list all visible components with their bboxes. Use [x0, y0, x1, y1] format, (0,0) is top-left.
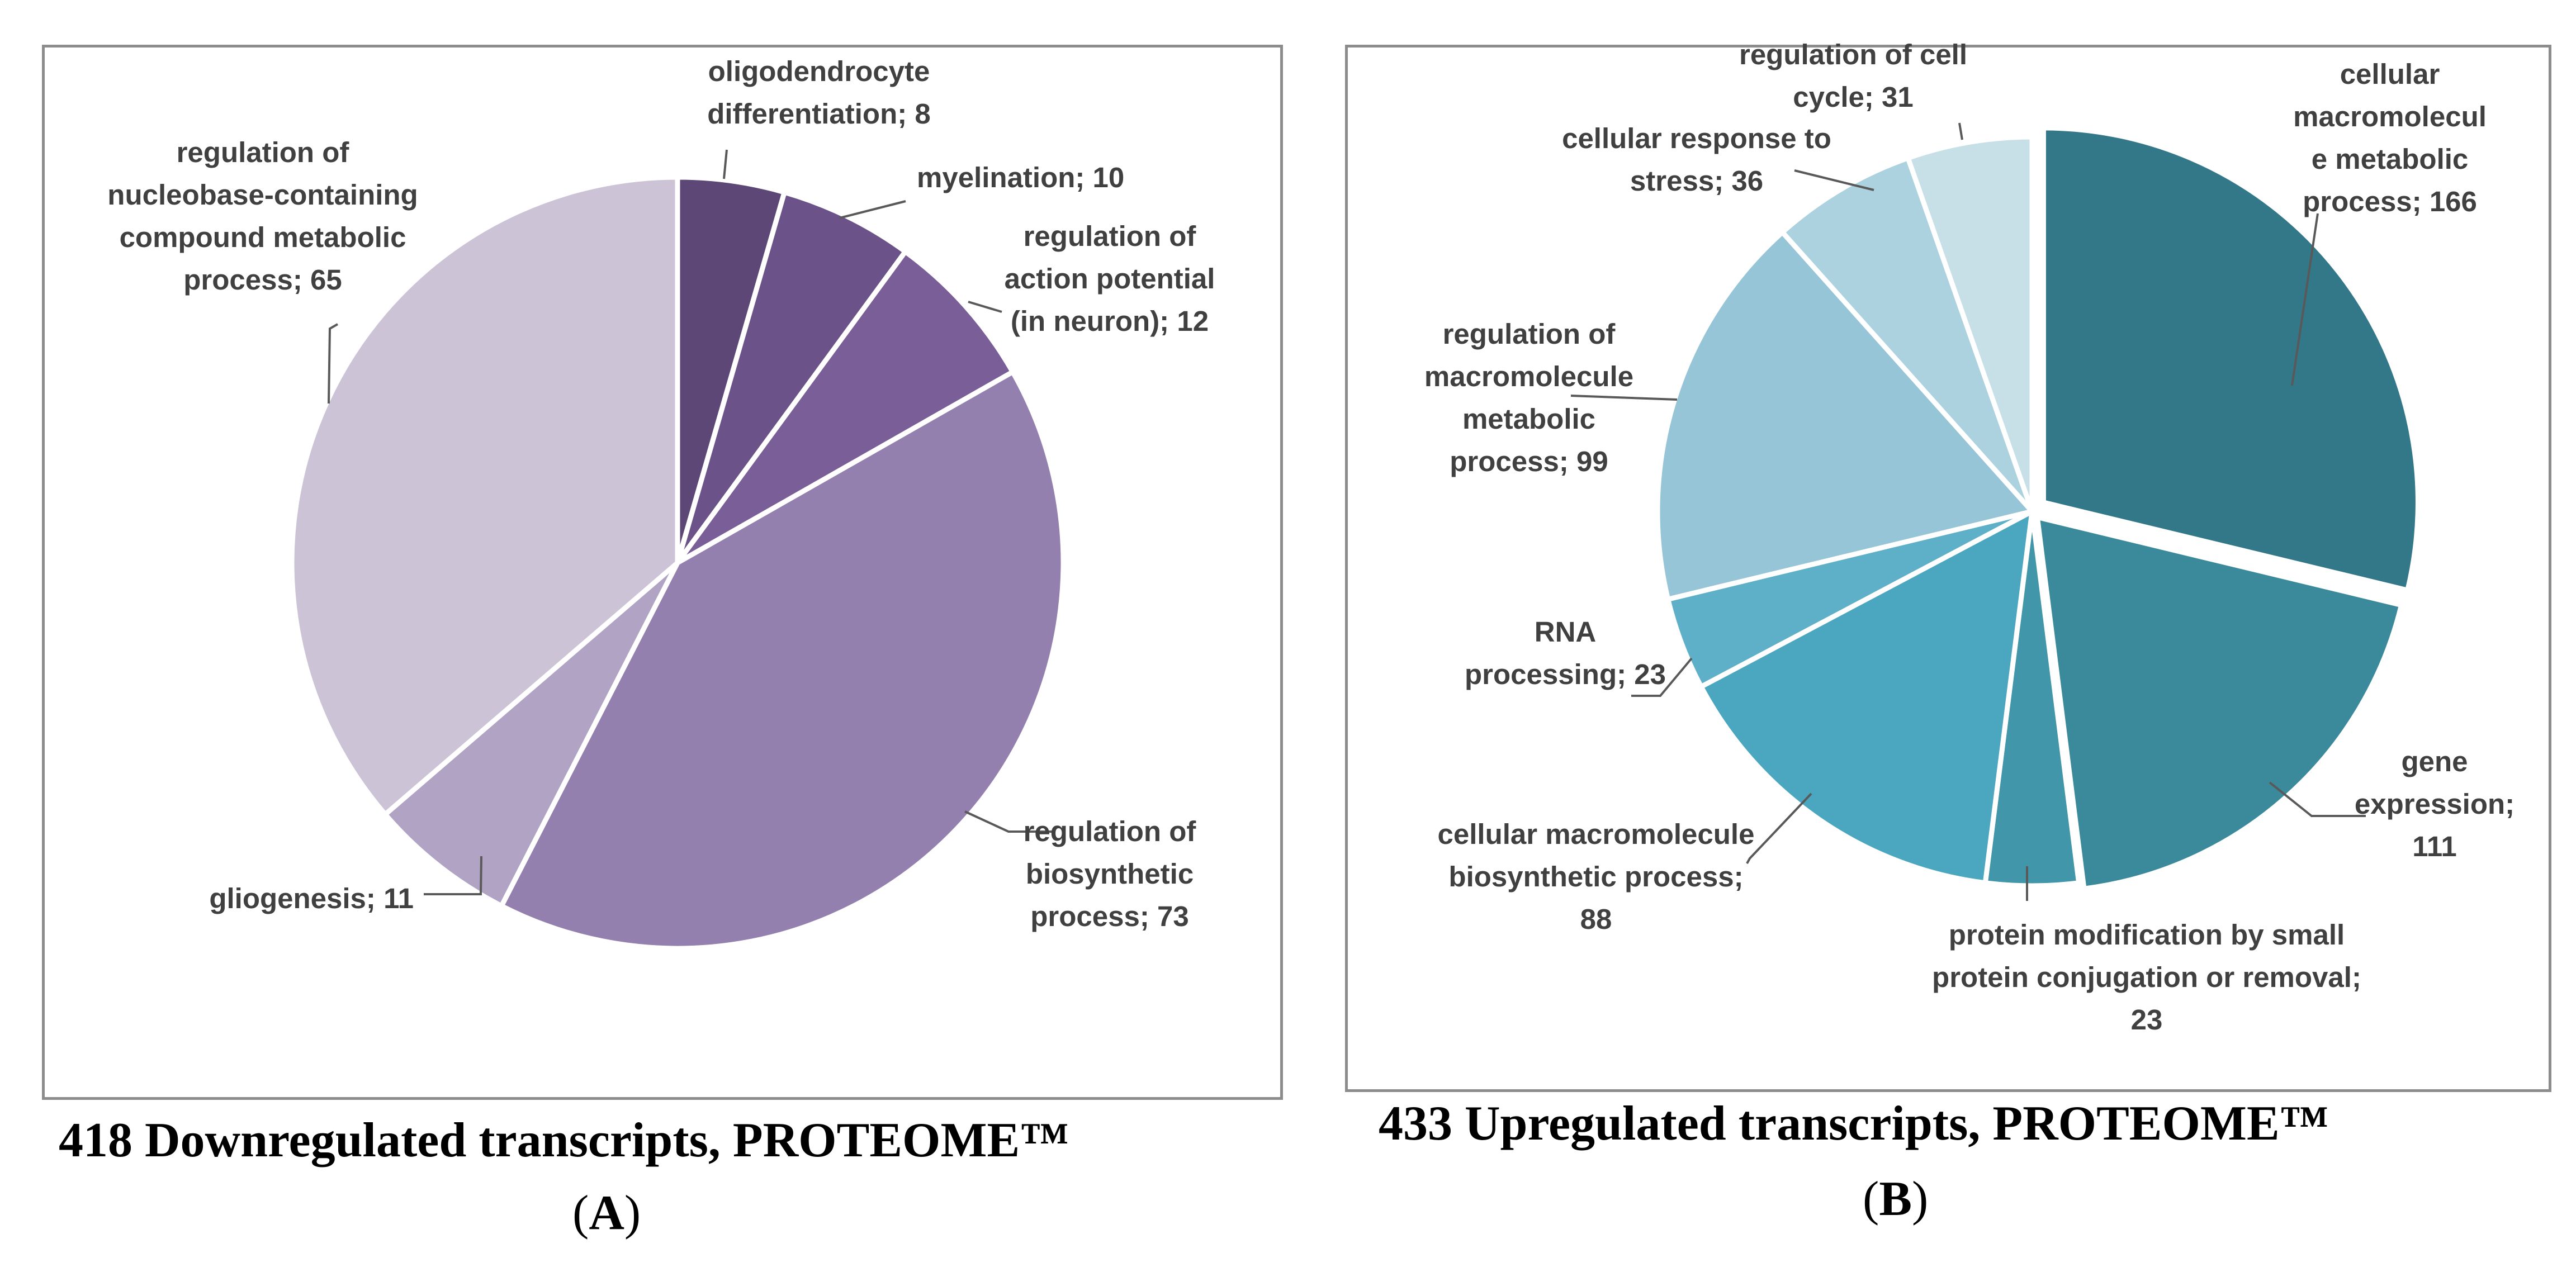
pie-a-leader-line-2	[968, 301, 1002, 313]
pie-b-slice-3	[1698, 509, 2035, 886]
pie-a-leader-line-4	[424, 856, 482, 895]
pie-b-leader-line-4	[1631, 657, 1693, 697]
pie-b-label-5: regulation of macromolecule metabolic proce…	[1424, 318, 1633, 477]
pie-a-label-3: regulation of biosynthetic process; 73	[1024, 815, 1197, 932]
pie-a-label-0: oligodendrocyte differentiation; 8	[707, 55, 931, 130]
pie-b-leader-line-5	[1570, 395, 1678, 401]
pie-a-slice-2	[675, 249, 1016, 566]
pie-a-label-2: regulation of action potential (in neuron)…	[1005, 220, 1215, 337]
pie-b-label-2: protein modification by small protein con…	[1932, 919, 2361, 1036]
pie-a-slice-5	[289, 174, 680, 817]
pie-b-leader-line-6	[1794, 169, 1874, 191]
pie-chart-upregulated: cellular macromolecul e metabolic process; …	[1424, 39, 2515, 1036]
pie-a-label-1: myelination; 10	[917, 162, 1124, 193]
pie-chart-downregulated: oligodendrocyte differentiation; 8 myelina…	[107, 55, 1215, 951]
pie-b-label-1: gene expression; 111	[2355, 746, 2515, 862]
pie-b-leader-line-3	[1746, 792, 1812, 864]
pie-b-slice-0	[2040, 125, 2421, 593]
pie-a-leader-line-3	[964, 810, 1053, 833]
pie-b-leader-line-7	[1958, 122, 1963, 140]
pie-b-label-7: regulation of cell cycle; 31	[1739, 39, 1967, 113]
pie-b-slice-6	[1779, 155, 2035, 514]
pie-a-slice-3	[499, 369, 1066, 951]
pie-a-leader-line-5	[328, 323, 338, 404]
pie-b-leader-line-1	[2269, 781, 2366, 817]
pie-b-slice-7	[1905, 134, 2035, 514]
pie-b-leader-line-0	[2291, 213, 2319, 386]
pie-b-label-6: cellular response to stress; 36	[1562, 122, 1831, 197]
pie-b-label-0: cellular macromolecul e metabolic process; …	[2293, 58, 2487, 217]
caption-upregulated: 433 Upregulated transcripts, PROTEOME™	[1379, 1097, 2329, 1151]
pie-a-label-4: gliogenesis; 11	[209, 882, 414, 914]
pie-a-leader-line-0	[723, 149, 728, 179]
pie-b-label-3: cellular macromolecule biosynthetic proce…	[1438, 818, 1755, 935]
pie-a-slice-4	[382, 560, 680, 909]
panel-label-b: (B)	[1863, 1172, 1929, 1226]
panel-label-a: (A)	[572, 1186, 641, 1240]
caption-downregulated: 418 Downregulated transcripts, PROTEOME™	[59, 1113, 1069, 1167]
pie-b-label-4: RNA processing; 23	[1465, 616, 1666, 690]
pie-a-leader-line-1	[839, 200, 906, 219]
pie-a-label-5: regulation of nucleobase-containing compou…	[107, 136, 418, 296]
